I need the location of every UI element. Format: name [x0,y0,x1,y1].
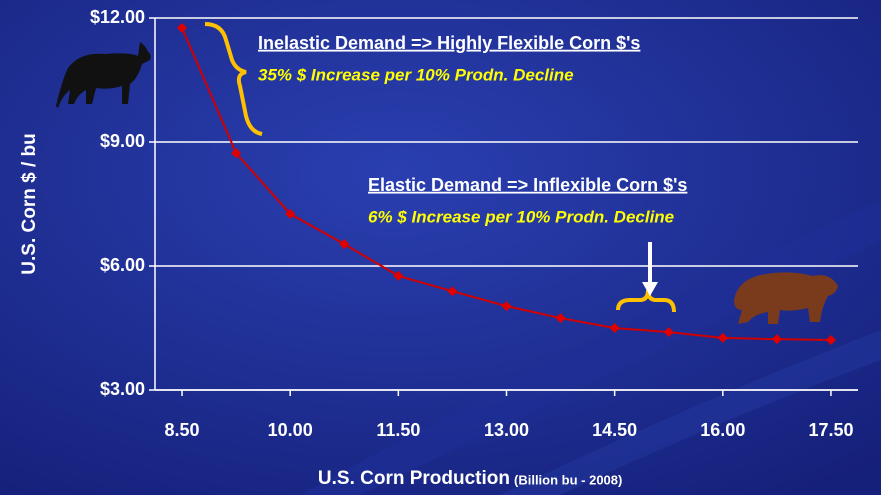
x-axis-title: U.S. Corn Production [318,468,510,489]
y-tick-label: $6.00 [100,255,145,275]
data-point [177,22,188,33]
plot-area: $3.00 $6.00 $9.00 $12.00 8.50 10.00 11.50 13.00… [90,7,858,440]
x-tick-label: 16.00 [700,420,745,440]
bear-icon [734,272,838,324]
arrow-head [642,282,658,296]
x-tick-label: 14.50 [592,420,637,440]
y-tick-label: $12.00 [90,7,145,27]
annotation-subtitle: 35% $ Increase per 10% Prodn. Decline [258,65,574,84]
data-point [393,270,404,281]
data-point [231,148,242,159]
data-point [825,334,836,345]
data-point [555,313,566,324]
y-tick-label: $9.00 [100,131,145,151]
data-point [339,239,350,250]
bull-icon [56,42,151,108]
data-point [717,332,728,343]
annotation-title: Elastic Demand => Inflexible Corn $'s [368,175,687,195]
data-point [609,323,620,333]
x-tick-label: 11.50 [376,420,420,440]
x-axis-note: (Billion bu - 2008) [514,472,622,487]
data-point [501,301,512,312]
background-swoosh [300,200,881,495]
x-tick-label: 17.50 [808,420,853,440]
y-tick-label: $3.00 [100,379,145,399]
data-point [771,334,782,345]
data-point [663,327,674,338]
brace [204,22,263,136]
annotation-subtitle: 6% $ Increase per 10% Prodn. Decline [368,207,674,226]
data-point [285,208,296,219]
x-tick-label: 8.50 [165,420,200,440]
background-swoosh [500,330,881,495]
annotation-title: Inelastic Demand => Highly Flexible Corn… [258,33,640,53]
data-point [447,286,458,297]
x-tick-label: 10.00 [268,420,313,440]
x-tick-label: 13.00 [484,420,529,440]
y-axis-title: U.S. Corn $ / bu [19,133,40,274]
